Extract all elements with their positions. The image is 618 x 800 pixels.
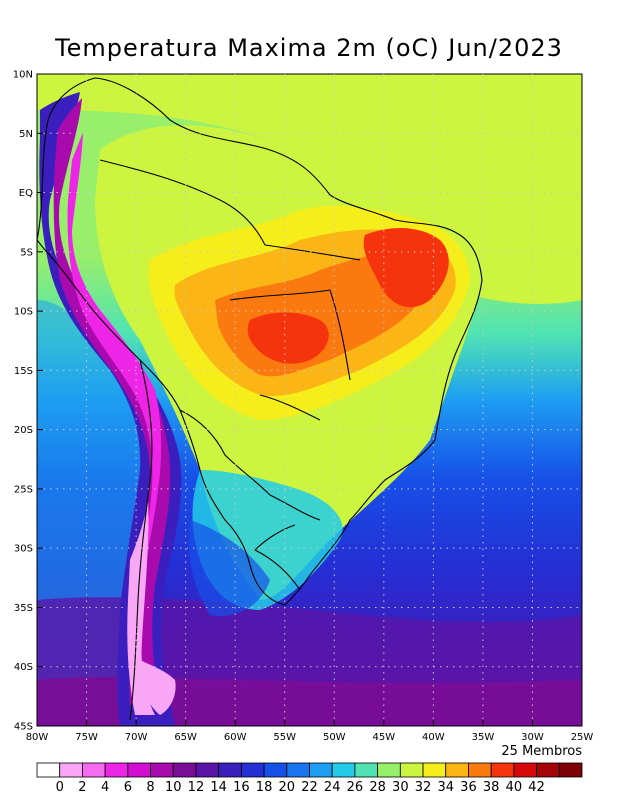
colorbar-label: 0 [56, 780, 64, 795]
latitude-axis: 10N 5N EQ 5S 10S 15S 20S 25S 30S 35S 40S 45S [13, 70, 43, 733]
colorbar-label: 4 [101, 780, 109, 795]
colorbar-swatch [513, 762, 537, 778]
map-frame [36, 73, 583, 727]
colorbar-swatch [172, 762, 197, 778]
colorbar-label: 38 [483, 780, 500, 795]
colorbar-label: 34 [437, 780, 454, 795]
colorbar-label: 10 [165, 780, 182, 795]
lat-tick-label: 30S [14, 544, 33, 555]
lon-tick-label: 70W [125, 732, 148, 743]
colorbar-label: 40 [506, 780, 523, 795]
colorbar-label: 16 [233, 780, 250, 795]
colorbar-label: 42 [528, 780, 545, 795]
colorbar-swatch [240, 762, 265, 778]
colorbar-swatch [263, 762, 288, 778]
colorbar-label: 2 [78, 780, 86, 795]
temperature-field [37, 74, 582, 726]
ensemble-note: 25 Membros [501, 744, 582, 759]
colorbar-swatch [399, 762, 424, 778]
lon-tick-label: 60W [224, 732, 247, 743]
colorbar-label: 24 [324, 780, 341, 795]
colorbar-swatch [354, 762, 379, 778]
lon-tick-label: 50W [323, 732, 346, 743]
graticule [37, 74, 582, 726]
colorbar-swatch [422, 762, 447, 778]
lon-tick-label: 65W [174, 732, 197, 743]
colorbar-label: 18 [256, 780, 273, 795]
lat-tick-label: 15S [14, 366, 33, 377]
map-title: Temperatura Maxima 2m (oC) Jun/2023 [55, 34, 563, 62]
colorbar-swatch [331, 762, 356, 778]
longitude-axis: 80W 75W 70W 65W 60W 55W 50W 45W 40W 35W 30W 25W [26, 720, 594, 743]
lat-tick-label: EQ [19, 188, 33, 199]
colorbar-swatch [36, 762, 61, 778]
colorbar-label: 12 [188, 780, 205, 795]
lat-tick-label: 25S [14, 484, 33, 495]
colorbar-label: 30 [392, 780, 409, 795]
colorbar-label: 28 [369, 780, 386, 795]
colorbar-label: 6 [124, 780, 132, 795]
colorbar-label: 20 [279, 780, 296, 795]
lat-tick-label: 40S [14, 662, 33, 673]
lon-tick-label: 80W [26, 732, 49, 743]
colorbar-swatch [150, 762, 174, 778]
colorbar-label: 32 [415, 780, 432, 795]
colorbar-swatch [218, 762, 242, 778]
coastline-borders [37, 77, 483, 721]
lon-tick-label: 75W [75, 732, 98, 743]
lon-tick-label: 40W [422, 732, 445, 743]
colorbar-swatch [195, 762, 220, 778]
colorbar-swatch [468, 762, 492, 778]
lat-tick-label: 35S [14, 603, 33, 614]
lat-tick-label: 5S [20, 247, 33, 258]
colorbar-swatch [82, 762, 106, 778]
colorbar-swatch [59, 762, 83, 778]
lon-tick-label: 25W [571, 732, 594, 743]
colorbar-swatch [309, 762, 333, 778]
lon-tick-label: 30W [521, 732, 544, 743]
lon-tick-label: 55W [273, 732, 296, 743]
colorbar-swatch [127, 762, 151, 778]
colorbar: 0 2 4 6 8 10 12 14 16 18 20 22 24 26 28 30 32 34 36 38 40 42 [36, 762, 583, 795]
colorbar-label: 36 [460, 780, 477, 795]
colorbar-label: 14 [210, 780, 227, 795]
lat-tick-label: 45S [14, 722, 33, 733]
colorbar-swatch [558, 762, 583, 778]
lat-tick-label: 10N [13, 70, 33, 81]
colorbar-swatch [536, 762, 560, 778]
colorbar-swatch [490, 762, 515, 778]
colorbar-swatch [445, 762, 469, 778]
colorbar-label: 8 [146, 780, 154, 795]
colorbar-swatch [104, 762, 129, 778]
lat-tick-label: 10S [14, 307, 33, 318]
colorbar-label: 26 [347, 780, 364, 795]
lat-tick-label: 20S [14, 425, 33, 436]
colorbar-swatch [286, 762, 310, 778]
lon-tick-label: 35W [472, 732, 495, 743]
colorbar-swatch [377, 762, 401, 778]
colorbar-label: 22 [301, 780, 318, 795]
lon-tick-label: 45W [373, 732, 396, 743]
lat-tick-label: 5N [19, 129, 33, 140]
